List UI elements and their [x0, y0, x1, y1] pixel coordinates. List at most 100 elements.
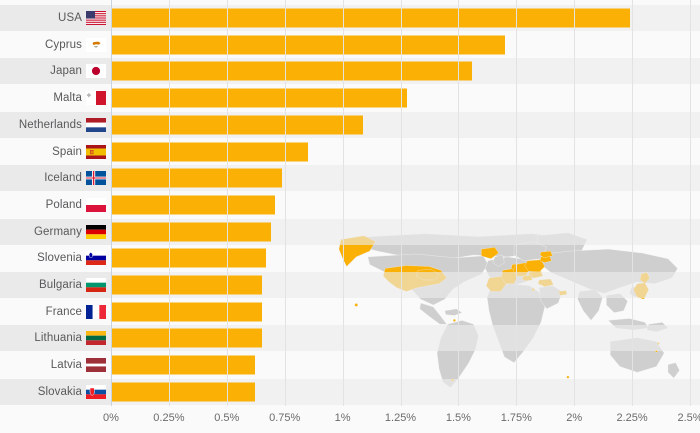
x-axis-tick-label: 2%: [566, 412, 583, 424]
row-label-band: Iceland: [0, 165, 111, 192]
table-row[interactable]: Latvia: [0, 352, 700, 378]
lv-flag-icon: [86, 358, 106, 373]
x-axis-tick-label: 0.75%: [269, 412, 301, 424]
category-label: Latvia: [50, 359, 82, 372]
gridline: [574, 0, 576, 406]
plot-area: USA Cyprus Japan Malta Netherlands Spain Icela…: [0, 0, 700, 406]
x-axis-tick-label: 0.5%: [214, 412, 240, 424]
category-label: Bulgaria: [39, 279, 82, 291]
table-row[interactable]: Malta: [0, 85, 700, 111]
table-row[interactable]: Slovakia: [0, 378, 700, 405]
bar[interactable]: [111, 382, 255, 402]
gridline: [458, 0, 460, 406]
bar[interactable]: [111, 248, 267, 268]
nl-flag-icon: [86, 117, 106, 132]
gridline: [226, 0, 228, 406]
lt-flag-icon: [86, 331, 106, 346]
row-label-band: Poland: [0, 192, 111, 218]
bg-flag-icon: [86, 278, 106, 292]
si-flag-icon: [86, 251, 106, 266]
row-label-band: Netherlands: [0, 111, 111, 138]
gridline: [400, 0, 402, 406]
axis-zero-line: [111, 0, 112, 406]
category-label: Lithuania: [34, 332, 82, 345]
table-row[interactable]: Germany: [0, 218, 700, 245]
category-label: Poland: [45, 198, 82, 211]
category-label: Malta: [53, 92, 82, 105]
jp-flag-icon: [86, 64, 106, 79]
x-axis-tick-label: 0.25%: [153, 412, 185, 424]
row-label-band: Slovenia: [0, 245, 111, 271]
table-row[interactable]: Bulgaria: [0, 272, 700, 298]
table-row[interactable]: Spain: [0, 139, 700, 165]
bar[interactable]: [111, 8, 630, 28]
table-row[interactable]: Poland: [0, 192, 700, 218]
sk-flag-icon: [86, 384, 106, 399]
row-label-band: Japan: [0, 58, 111, 85]
bar[interactable]: [111, 142, 308, 161]
es-flag-icon: [86, 144, 106, 159]
bar[interactable]: [111, 328, 262, 348]
row-label-band: Cyprus: [0, 32, 111, 58]
x-axis-tick-label: 1.25%: [384, 412, 417, 424]
category-label: USA: [58, 12, 82, 24]
gridline: [632, 0, 634, 406]
category-label: Germany: [34, 225, 82, 238]
row-label-band: France: [0, 299, 111, 325]
table-row[interactable]: Netherlands: [0, 111, 700, 138]
bar[interactable]: [111, 355, 255, 375]
bar[interactable]: [111, 222, 271, 242]
gridline: [284, 0, 286, 406]
gridline: [690, 0, 691, 406]
table-row[interactable]: Iceland: [0, 165, 700, 192]
bar[interactable]: [111, 302, 262, 322]
row-label-band: Malta: [0, 85, 111, 111]
gridline: [516, 0, 518, 406]
category-label: Iceland: [44, 172, 82, 185]
x-axis-tick-label: 2.5%: [677, 412, 700, 424]
bar[interactable]: [111, 61, 473, 81]
x-axis: 0% 0.25% 0.5% 0.75% 1% 1.25% 1.5% 1.75% 2% 2.25% 2…: [0, 406, 700, 433]
table-row[interactable]: USA: [0, 5, 700, 31]
x-axis-tick-label: 1.5%: [445, 412, 471, 424]
row-label-band: Slovakia: [0, 378, 111, 405]
fr-flag-icon: [86, 304, 106, 319]
category-label: Japan: [50, 65, 82, 78]
de-flag-icon: [86, 224, 106, 239]
bar[interactable]: [111, 35, 505, 55]
table-row[interactable]: Japan: [0, 58, 700, 85]
x-axis-tick-label: 1%: [334, 412, 351, 424]
row-label-band: USA: [0, 5, 111, 31]
cy-flag-icon: [86, 37, 106, 52]
row-label-band: Latvia: [0, 352, 111, 378]
us-flag-icon: [86, 11, 106, 25]
category-label: Spain: [52, 145, 82, 158]
category-label: Slovakia: [37, 385, 82, 398]
bar[interactable]: [111, 115, 364, 135]
x-axis-tick-label: 1.75%: [500, 412, 532, 424]
category-label: Slovenia: [37, 252, 82, 265]
is-flag-icon: [86, 171, 106, 186]
row-label-band: Lithuania: [0, 325, 111, 352]
row-label-band: Bulgaria: [0, 272, 111, 298]
table-row[interactable]: France: [0, 299, 700, 325]
pl-flag-icon: [86, 197, 106, 212]
x-axis-tick-label: 0%: [103, 412, 119, 424]
mt-flag-icon: [86, 91, 106, 106]
table-row[interactable]: Cyprus: [0, 32, 700, 58]
category-label: Netherlands: [18, 118, 82, 131]
bar[interactable]: [111, 275, 262, 295]
gridline: [342, 0, 344, 406]
category-label: Cyprus: [44, 38, 82, 51]
gridline: [168, 0, 170, 406]
table-row[interactable]: Lithuania: [0, 325, 700, 352]
table-row[interactable]: Slovenia: [0, 245, 700, 271]
row-label-band: Germany: [0, 218, 111, 245]
bar[interactable]: [111, 195, 276, 215]
bar[interactable]: [111, 88, 408, 108]
x-axis-tick-label: 2.25%: [616, 412, 648, 424]
bar[interactable]: [111, 168, 283, 188]
row-label-band: Spain: [0, 139, 111, 165]
category-label: France: [45, 305, 82, 318]
